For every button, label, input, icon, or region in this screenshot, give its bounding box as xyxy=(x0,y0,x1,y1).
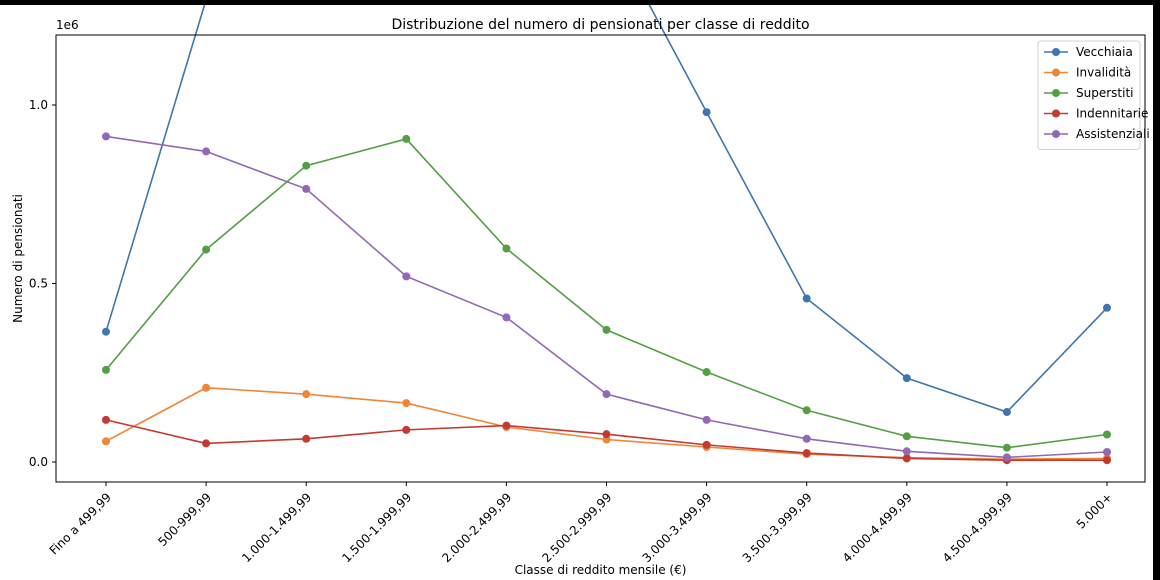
data-point xyxy=(902,432,911,441)
data-point xyxy=(1103,448,1111,457)
data-point xyxy=(502,313,511,322)
y-tick-label: 0.5 xyxy=(29,277,48,291)
data-point xyxy=(102,437,110,446)
x-tick-label: 2.500-2.999,99 xyxy=(540,490,615,565)
data-point xyxy=(1103,303,1111,312)
legend-marker xyxy=(1052,48,1060,56)
data-point xyxy=(102,327,110,336)
x-tick-label: 1.000-1.499,99 xyxy=(239,490,314,565)
data-point xyxy=(502,244,511,253)
legend-label: Assistenziali xyxy=(1076,127,1150,141)
data-point xyxy=(902,454,911,463)
legend-label: Invalidità xyxy=(1076,66,1131,80)
series-assistenziali xyxy=(102,132,1111,462)
legend-item-vecchiaia: Vecchiaia xyxy=(1044,45,1133,59)
x-tick-label: 4.000-4.499,99 xyxy=(840,490,915,565)
legend-marker xyxy=(1052,89,1060,97)
line-chart: Fino a 499,99 500-999,99 1.000-1.499,99 1.5… xyxy=(11,5,1150,577)
data-point xyxy=(502,421,511,430)
data-point xyxy=(102,415,110,424)
legend-box xyxy=(1037,40,1141,150)
data-point xyxy=(302,390,311,399)
y-tick-label: 0.0 xyxy=(29,455,48,469)
x-tick-label: 2.000-2.499,99 xyxy=(439,490,514,565)
data-point xyxy=(802,406,811,415)
chart-title: Distribuzione del numero di pensionati p… xyxy=(391,17,809,33)
data-point xyxy=(302,434,311,443)
x-tick-label: 500-999,99 xyxy=(155,490,214,549)
data-point xyxy=(102,365,110,374)
series-line xyxy=(105,386,1108,460)
data-point xyxy=(802,449,811,458)
data-point xyxy=(1002,408,1011,417)
x-tick-label: 3.000-3.499,99 xyxy=(640,490,715,565)
series-line xyxy=(105,5,1108,413)
data-point xyxy=(202,439,211,448)
data-point xyxy=(1103,430,1111,439)
data-point xyxy=(102,132,110,141)
legend-marker xyxy=(1052,109,1060,118)
series-line xyxy=(105,135,1108,459)
y-offset-label: 1e6 xyxy=(56,18,79,32)
data-point xyxy=(802,434,811,443)
data-point xyxy=(402,399,411,408)
legend-item-superstiti: Superstiti xyxy=(1044,86,1134,100)
y-tick-label: 1.0 xyxy=(29,98,48,112)
x-axis-label: Classe di reddito mensile (€) xyxy=(515,563,687,577)
series-line xyxy=(105,138,1108,449)
data-point xyxy=(402,134,411,143)
legend: Vecchiaia Invalidità Superstiti Indennitari… xyxy=(1037,40,1150,150)
legend-item-indennitarie: Indennitarie xyxy=(1044,107,1148,121)
data-point xyxy=(702,415,711,424)
series-vecchiaia xyxy=(102,5,1111,417)
data-point xyxy=(702,108,711,117)
data-point xyxy=(202,383,211,392)
legend-marker xyxy=(1052,68,1060,77)
data-point xyxy=(802,294,811,303)
series-indennitarie xyxy=(102,415,1111,465)
data-point xyxy=(602,430,611,439)
data-point xyxy=(402,425,411,434)
series-superstiti xyxy=(102,134,1111,452)
x-tick-label: 1.500-1.999,99 xyxy=(339,490,414,565)
data-point xyxy=(602,390,611,399)
x-tick-label: 4.500-4.999,99 xyxy=(940,490,1015,565)
axes-frame xyxy=(55,34,1146,483)
y-axis: 0.00.51.01.52.0 xyxy=(29,98,56,469)
chart-figure: Fino a 499,99 500-999,99 1.000-1.499,99 1.5… xyxy=(0,5,1153,580)
legend-label: Superstiti xyxy=(1076,86,1134,100)
legend-label: Vecchiaia xyxy=(1076,45,1133,59)
data-point xyxy=(902,374,911,383)
data-point xyxy=(202,147,211,156)
data-point xyxy=(702,440,711,449)
legend-marker xyxy=(1052,130,1060,138)
data-point xyxy=(602,325,611,334)
data-point xyxy=(902,447,911,456)
plot-layer xyxy=(102,5,1111,465)
data-point xyxy=(202,245,211,254)
data-point xyxy=(1002,453,1011,462)
legend-label: Indennitarie xyxy=(1076,107,1148,121)
data-point xyxy=(302,161,311,170)
x-tick-label: 3.500-3.999,99 xyxy=(740,490,815,565)
data-point xyxy=(702,368,711,377)
legend-item-invalidita-: Invalidità xyxy=(1044,66,1131,80)
x-tick-label: 5.000+ xyxy=(1074,490,1115,531)
y-axis-label: Numero di pensionati xyxy=(11,194,25,323)
data-point xyxy=(1103,456,1111,465)
x-tick-label: Fino a 499,99 xyxy=(47,490,114,557)
data-point xyxy=(302,184,311,193)
legend-item-assistenziali: Assistenziali xyxy=(1044,127,1150,141)
data-point xyxy=(402,272,411,281)
x-axis: Fino a 499,99 500-999,99 1.000-1.499,99 1.5… xyxy=(47,482,1115,565)
data-point xyxy=(1002,443,1011,452)
